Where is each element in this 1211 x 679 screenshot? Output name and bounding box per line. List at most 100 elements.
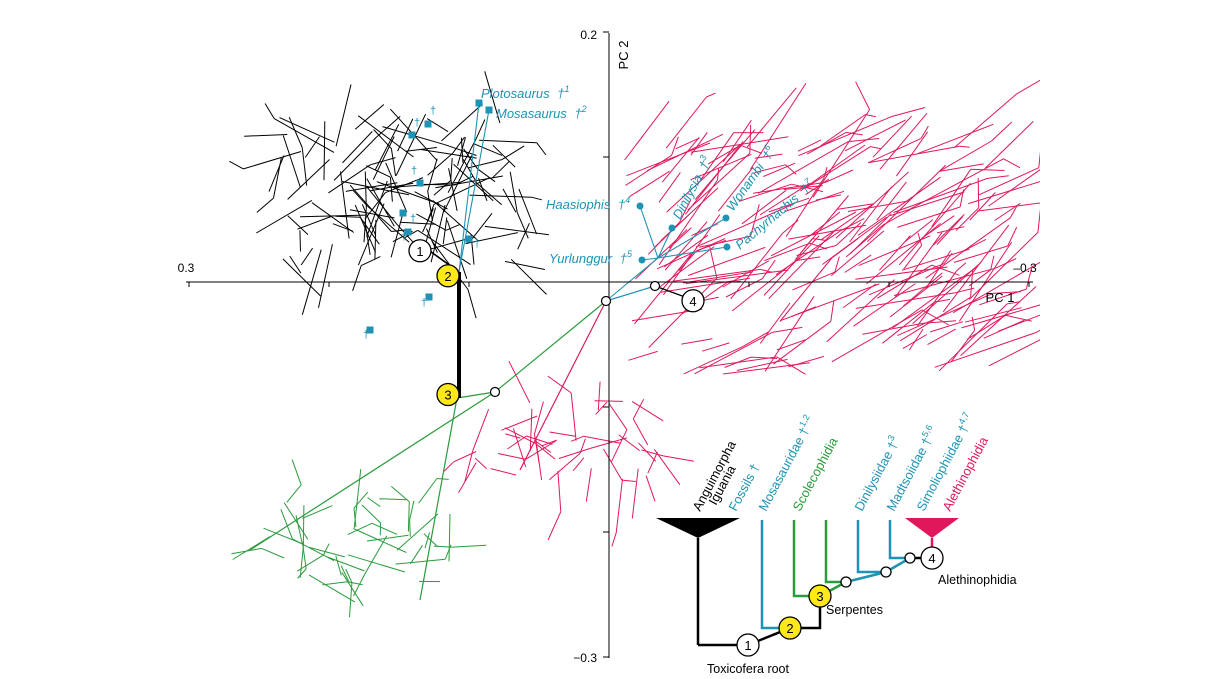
alethinophidia-branch [572, 457, 585, 472]
scolecophidia-branch [371, 522, 398, 535]
squamate-branch [448, 168, 458, 211]
x-axis-title: PC 1 [986, 290, 1015, 305]
alethinophidia-branch [909, 158, 1004, 210]
alethinophidia-branch [879, 112, 928, 170]
squamate-branch [432, 200, 479, 241]
squamate-branch [299, 230, 301, 252]
alethinophidia-branch [987, 175, 1009, 179]
alethinophidia-branch [754, 164, 786, 174]
squamate-branch [268, 155, 285, 192]
ancestral-node-label: 2 [444, 269, 451, 284]
scolecophidia-branch [347, 581, 363, 586]
alethinophidia-branch [889, 275, 943, 318]
alethinophidia-branch [656, 238, 726, 270]
squamate-branch [352, 265, 362, 291]
legend-node-3-label: 3 [816, 589, 823, 604]
alethinophidia-branch [717, 168, 720, 181]
squamate-branch [365, 165, 391, 178]
tip-name: Plotosaurus [481, 86, 550, 101]
squamate-branch [229, 160, 244, 170]
y-ticks [603, 31, 609, 658]
alethinophidia-branch [991, 121, 1013, 142]
alethinophidia-branch [882, 301, 935, 344]
alethinophidia-branch [763, 235, 820, 296]
alethinophidia-branch [1009, 205, 1018, 219]
squamate-branch [509, 171, 518, 213]
alethinophidia-branch [894, 232, 943, 298]
tip-mark: † [618, 197, 626, 212]
alethinophidia-branch [776, 339, 806, 351]
squamate-branch [289, 255, 302, 274]
alethinophidia-branch [830, 230, 885, 276]
squamate-branch [477, 168, 496, 183]
alethinophidia-branch [868, 262, 945, 296]
fossil-square-marker [465, 235, 473, 243]
squamate-branch [470, 212, 493, 241]
squamate-branch [311, 202, 354, 233]
legend-node-4: 4 [920, 546, 944, 570]
ancestral-node-4: 4 [681, 289, 705, 313]
alethinophidia-branch [908, 328, 924, 351]
alethinophidia-branch [681, 338, 713, 345]
alethinophidia-branch [812, 109, 871, 198]
alethinophidia-branch [763, 162, 796, 177]
alethinophidia-branch [770, 211, 857, 257]
alethinophidia-branch [953, 245, 1008, 263]
squamate-branch [304, 136, 320, 158]
alethinophidia-branch [855, 81, 871, 110]
alethinophidia-branch [977, 177, 980, 208]
alethinophidia-branch [683, 346, 743, 375]
alethinophidia-branch [663, 214, 721, 296]
alethinophidia-branch [936, 216, 964, 245]
alethinophidia-branch [1051, 162, 1067, 167]
alethinophidia-branch [742, 331, 770, 348]
alethinophidia-branch [603, 448, 623, 481]
squamate-branch [354, 104, 385, 130]
alethinophidia-branch [687, 152, 751, 211]
alethinophidia-branch [806, 131, 847, 155]
alethinophidia-branch [857, 176, 941, 236]
alethinophidia-branch [862, 322, 924, 335]
alethinophidia-branch [984, 121, 1034, 169]
squamate-branch [328, 164, 371, 194]
alethinophidia-branch [800, 144, 866, 192]
alethinophidia-branch [746, 87, 797, 148]
squamate-branch [427, 191, 433, 222]
alethinophidia-branch [850, 213, 892, 254]
alethinophidia-branch [785, 178, 825, 237]
fossil-markers: †††††††† [363, 99, 731, 398]
legend-node-4-label: 4 [928, 551, 935, 566]
y-tick-label-top: 0.2 [580, 28, 597, 42]
squamate-branch [364, 192, 386, 220]
alethinophidia-branch [443, 461, 455, 472]
alethinophidia-branch [791, 183, 824, 193]
alethinophidia-branch [694, 129, 756, 200]
legend-alethinophidia-node: Alethinophidia [938, 573, 1017, 587]
ancestral-node-2: 2 [436, 264, 460, 288]
legend-serpentes: Serpentes [826, 603, 883, 617]
alethinophidia-branch [784, 190, 845, 213]
scolecophidia-branch [345, 568, 353, 583]
alethinophidia-branch [821, 204, 873, 241]
alethinophidia-branch [671, 136, 679, 156]
alethinophidia-branch [682, 271, 753, 284]
alethinophidia-branch [638, 442, 657, 462]
alethinophidia-branch [768, 230, 835, 300]
alethinophidia-branch [634, 229, 688, 280]
alethinophidia-branch [508, 360, 531, 404]
alethinophidia-branch [961, 304, 1040, 329]
alethinophidia-branch [688, 246, 766, 276]
alethinophidia-branch [1007, 301, 1021, 305]
alethinophidia-branch [978, 167, 1040, 196]
alethinophidia-branch [788, 224, 867, 240]
squamate-branch [479, 139, 537, 144]
alethinophidia-branch [701, 342, 730, 352]
alethinophidia-branch [736, 358, 788, 371]
alethinophidia-stem [654, 285, 686, 298]
alethinophidia-branch [994, 202, 1021, 221]
scolecophidia-branch [299, 547, 304, 578]
squamate-branch [465, 232, 518, 245]
alethinophidia-branch [658, 172, 681, 203]
squamate-branch [332, 223, 353, 232]
alethinophidia-branch [624, 100, 670, 161]
